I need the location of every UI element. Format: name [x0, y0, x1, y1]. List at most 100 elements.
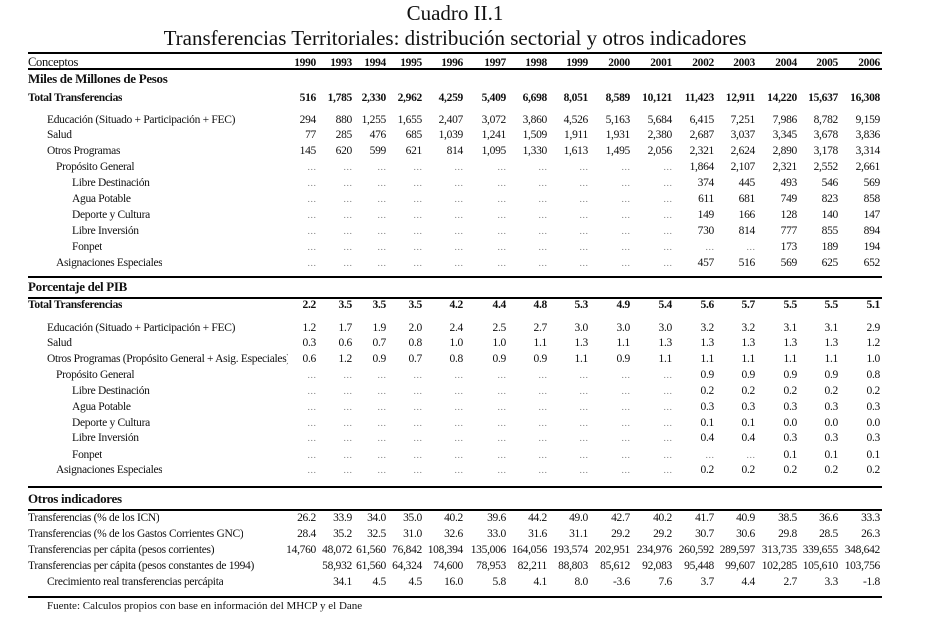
- table-cell: 4,259: [438, 92, 464, 104]
- table-cell: …: [663, 242, 672, 252]
- table-rule: [28, 486, 882, 488]
- header-year: 2006: [858, 57, 880, 69]
- table-cell: …: [377, 258, 386, 268]
- table-cell: 34.1: [333, 576, 352, 588]
- table-cell: 38.5: [778, 512, 797, 524]
- table-cell: …: [454, 226, 463, 236]
- table-cell: 4.1: [533, 576, 548, 588]
- table-cell: 6,698: [522, 92, 548, 104]
- table-cell: 31.6: [528, 528, 547, 540]
- table-cell: 0.4: [741, 432, 756, 444]
- table-cell: 0.0: [783, 417, 798, 429]
- table-cell: 0.1: [783, 449, 798, 461]
- table-cell: 1.3: [824, 337, 839, 349]
- table-cell: …: [538, 450, 547, 460]
- table-cell: 31.0: [403, 528, 422, 540]
- table-cell: …: [343, 242, 352, 252]
- table-cell: 28.4: [297, 528, 316, 540]
- table-cell: …: [579, 210, 588, 220]
- table-cell: 1,039: [438, 129, 464, 141]
- table-cell: …: [746, 450, 755, 460]
- table-cell: 30.6: [736, 528, 755, 540]
- table-cell: 0.8: [866, 369, 881, 381]
- row-label: Propósito General: [56, 369, 135, 381]
- table-cell: 3.5: [338, 299, 353, 311]
- table-cell: 8,782: [813, 114, 839, 126]
- table-cell: 0.9: [783, 369, 798, 381]
- table-cell: 15,637: [808, 92, 838, 104]
- table-cell: 234,976: [636, 544, 673, 556]
- table-cell: 0.1: [824, 449, 839, 461]
- table-cell: …: [377, 418, 386, 428]
- table-cell: 0.2: [866, 464, 881, 476]
- table-cell: 1.1: [700, 353, 715, 365]
- table-cell: 1.3: [700, 337, 715, 349]
- table-cell: 99,607: [725, 560, 755, 572]
- table-cell: 289,597: [719, 544, 756, 556]
- table-cell: 2,661: [855, 161, 881, 173]
- row-label: Educación (Situado + Participación + FEC…: [47, 322, 236, 334]
- table-cell: …: [497, 418, 506, 428]
- table-cell: …: [538, 433, 547, 443]
- table-cell: 58,932: [322, 560, 352, 572]
- row-label: Libre Destinación: [72, 177, 150, 189]
- table-cell: …: [538, 210, 547, 220]
- table-cell: …: [497, 386, 506, 396]
- table-cell: 2.4: [449, 322, 464, 334]
- row-label: Crecimiento real transferencias percápit…: [47, 576, 224, 588]
- table-cell: …: [538, 386, 547, 396]
- table-cell: …: [538, 258, 547, 268]
- table-cell: …: [497, 162, 506, 172]
- table-cell: 2,962: [397, 92, 423, 104]
- table-cell: …: [621, 242, 630, 252]
- table-cell: 0.4: [700, 432, 715, 444]
- table-cell: …: [621, 465, 630, 475]
- table-cell: 31.1: [569, 528, 588, 540]
- table-cell: 61,560: [356, 560, 386, 572]
- table-cell: 5.7: [741, 299, 756, 311]
- table-cell: …: [705, 450, 714, 460]
- table-cell: 7,251: [730, 114, 756, 126]
- table-cell: 4.2: [449, 299, 464, 311]
- table-cell: …: [621, 194, 630, 204]
- table-cell: 1,509: [522, 129, 548, 141]
- table-cell: …: [307, 386, 316, 396]
- table-cell: 777: [780, 225, 798, 237]
- table-cell: 3.1: [824, 322, 839, 334]
- table-cell: …: [621, 162, 630, 172]
- table-cell: 5.1: [866, 299, 881, 311]
- table-cell: …: [454, 450, 463, 460]
- table-cell: 4.5: [408, 576, 423, 588]
- table-cell: 2.5: [492, 322, 507, 334]
- table-cell: …: [377, 386, 386, 396]
- table-cell: …: [663, 258, 672, 268]
- table-cell: 2.9: [866, 322, 881, 334]
- table-cell: …: [454, 210, 463, 220]
- table-cell: 2,407: [438, 114, 464, 126]
- row-label: Transferencias per cápita (pesos corrien…: [28, 544, 215, 556]
- header-year: 2005: [816, 57, 838, 69]
- table-cell: 0.3: [700, 401, 715, 413]
- table-cell: 34.0: [367, 512, 386, 524]
- table-cell: …: [579, 386, 588, 396]
- table-cell: …: [413, 370, 422, 380]
- table-cell: …: [621, 210, 630, 220]
- row-label: Total Transferencias: [28, 299, 123, 311]
- table-cell: …: [705, 242, 714, 252]
- table-cell: 0.2: [866, 385, 881, 397]
- table-cell: …: [621, 226, 630, 236]
- table-cell: 625: [821, 257, 839, 269]
- table-cell: 164,056: [511, 544, 548, 556]
- table-cell: 1.2: [338, 353, 353, 365]
- table-cell: …: [377, 433, 386, 443]
- table-cell: 1,613: [563, 145, 589, 157]
- table-rule: [28, 596, 882, 598]
- table-cell: 5,684: [647, 114, 673, 126]
- table-cell: 35.2: [333, 528, 352, 540]
- table-cell: 36.6: [819, 512, 838, 524]
- table-cell: 3,072: [481, 114, 507, 126]
- table-cell: 749: [780, 193, 798, 205]
- table-cell: 1.3: [574, 337, 589, 349]
- table-cell: 5.3: [574, 299, 589, 311]
- table-cell: …: [413, 465, 422, 475]
